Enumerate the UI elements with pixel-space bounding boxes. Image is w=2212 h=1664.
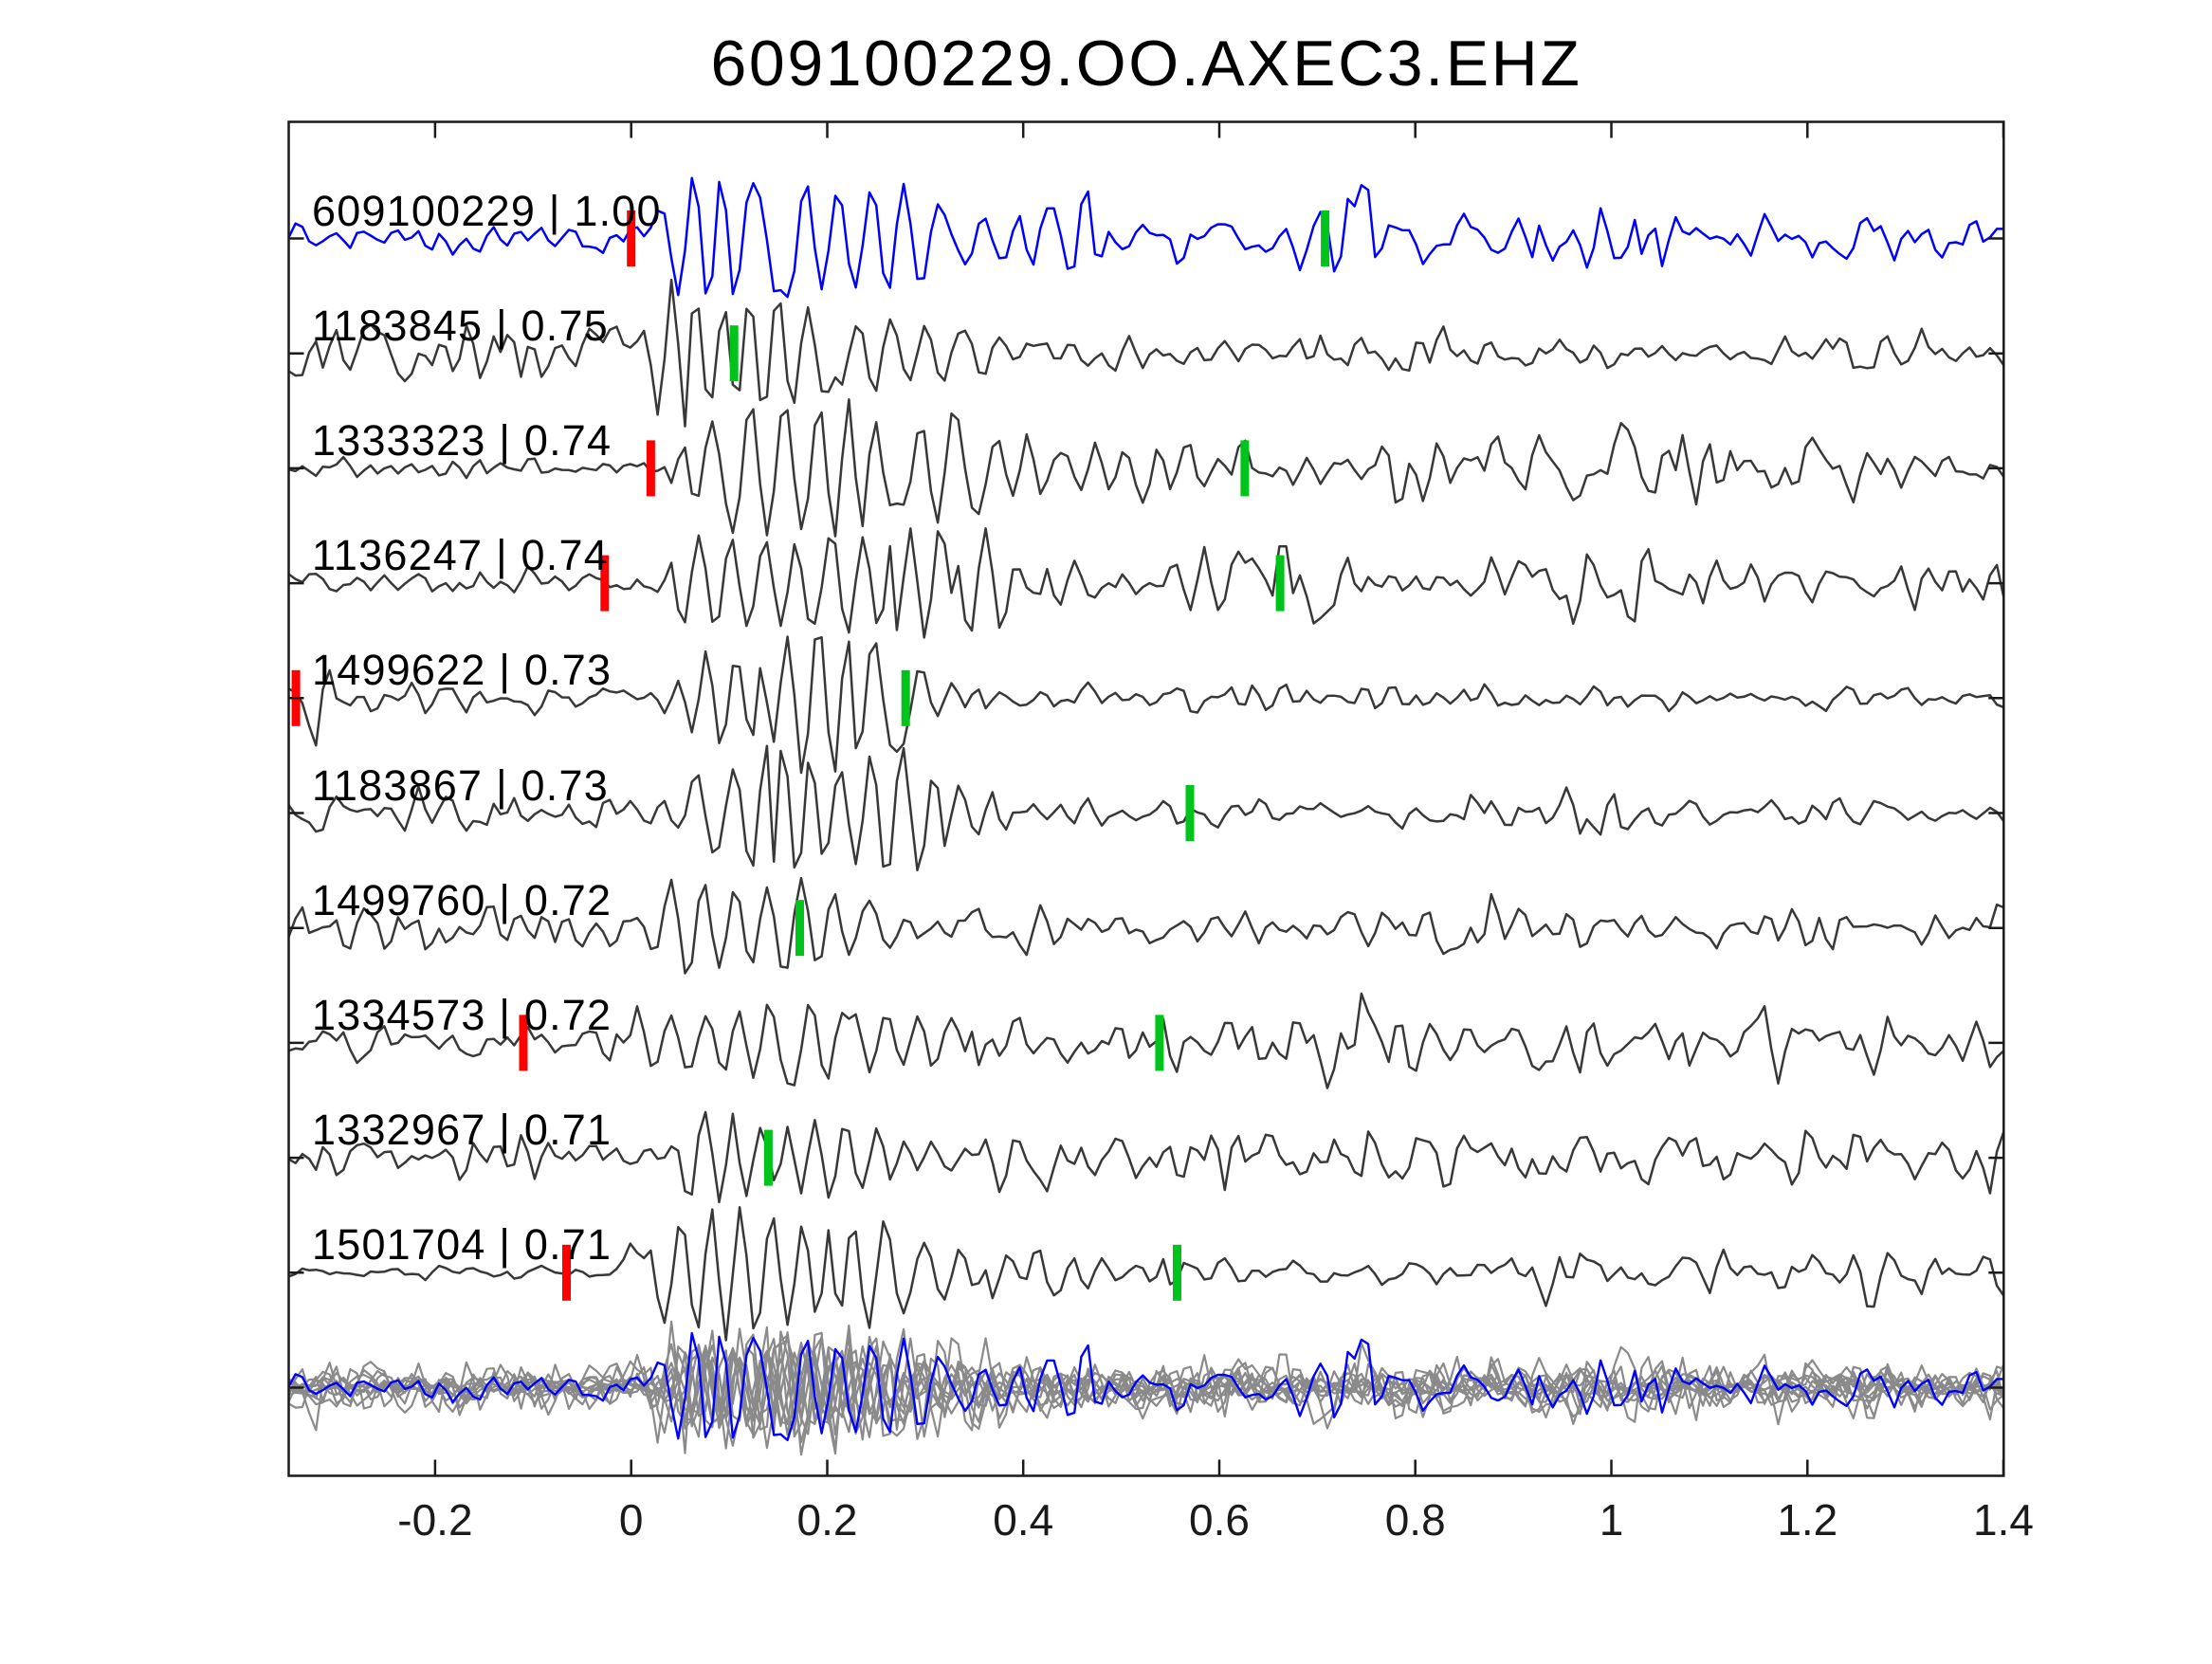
svg-text:1.4: 1.4 xyxy=(1973,1495,2034,1545)
svg-text:1499622 | 0.73: 1499622 | 0.73 xyxy=(312,646,612,694)
svg-text:0: 0 xyxy=(619,1495,644,1545)
svg-text:1332967 | 0.71: 1332967 | 0.71 xyxy=(312,1106,612,1154)
svg-text:609100229 | 1.00: 609100229 | 1.00 xyxy=(312,187,662,235)
svg-text:609100229.OO.AXEC3.EHZ: 609100229.OO.AXEC3.EHZ xyxy=(710,27,1581,100)
svg-text:1183845 | 0.75: 1183845 | 0.75 xyxy=(312,302,609,350)
svg-text:1499760 | 0.72: 1499760 | 0.72 xyxy=(312,876,612,924)
svg-text:0.2: 0.2 xyxy=(797,1495,858,1545)
svg-text:1501704 | 0.71: 1501704 | 0.71 xyxy=(312,1220,612,1269)
svg-text:1333323 | 0.74: 1333323 | 0.74 xyxy=(312,416,612,465)
svg-text:0.8: 0.8 xyxy=(1385,1495,1446,1545)
svg-text:-0.2: -0.2 xyxy=(397,1495,472,1545)
svg-text:0.4: 0.4 xyxy=(993,1495,1053,1545)
svg-text:1.2: 1.2 xyxy=(1777,1495,1837,1545)
svg-text:1334573 | 0.72: 1334573 | 0.72 xyxy=(312,991,612,1039)
svg-text:1183867 | 0.73: 1183867 | 0.73 xyxy=(312,761,609,810)
svg-text:1136247 | 0.74: 1136247 | 0.74 xyxy=(312,531,609,579)
svg-text:1: 1 xyxy=(1600,1495,1624,1545)
svg-text:0.6: 0.6 xyxy=(1189,1495,1250,1545)
